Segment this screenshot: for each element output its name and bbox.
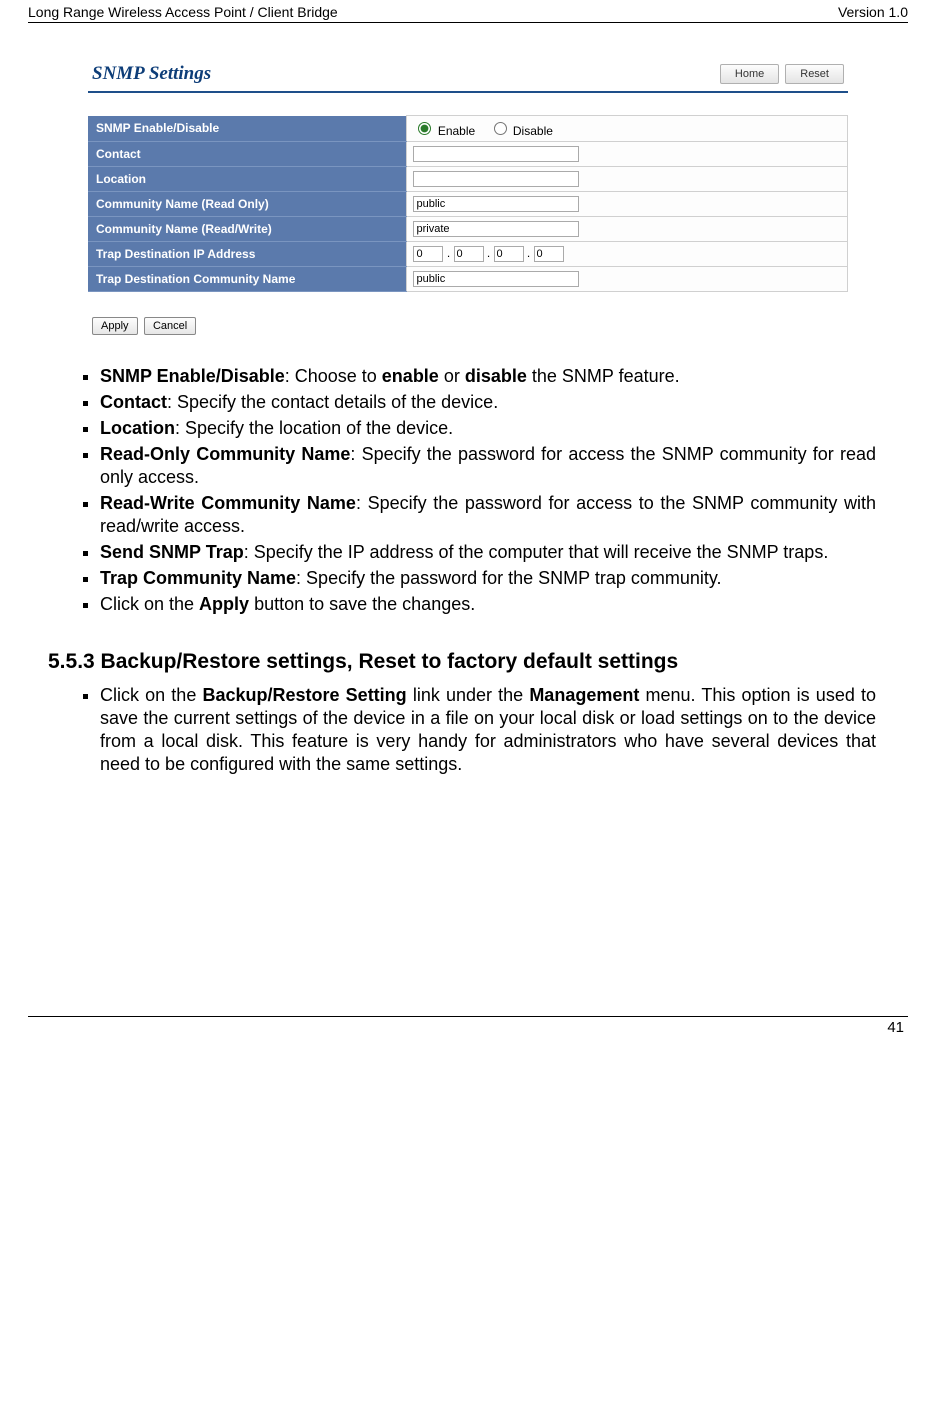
disable-radio[interactable] <box>494 122 507 135</box>
doc-footer: 41 <box>28 1016 908 1046</box>
panel-header-buttons: Home Reset <box>720 64 844 84</box>
row-value-enable: Enable Disable <box>407 116 848 142</box>
community-readwrite-input[interactable] <box>413 221 579 237</box>
list-item: Read-Only Community Name: Specify the pa… <box>100 443 876 489</box>
disable-radio-label: Disable <box>513 124 553 138</box>
list-item: Click on the Backup/Restore Setting link… <box>100 684 876 776</box>
home-button[interactable]: Home <box>720 64 779 84</box>
doc-header: Long Range Wireless Access Point / Clien… <box>28 0 908 23</box>
trap-ip-cell: . . . <box>407 242 848 267</box>
reset-button[interactable]: Reset <box>785 64 844 84</box>
row-label-comm-rw: Community Name (Read/Write) <box>88 217 407 242</box>
enable-radio-label: Enable <box>438 124 475 138</box>
snmp-settings-panel: SNMP Settings Home Reset SNMP Enable/Dis… <box>88 53 848 335</box>
list-item: Read-Write Community Name: Specify the p… <box>100 492 876 538</box>
trap-ip-octet-2[interactable] <box>454 246 484 262</box>
panel-header: SNMP Settings Home Reset <box>88 53 848 93</box>
apply-button[interactable]: Apply <box>92 317 138 335</box>
snmp-settings-table: SNMP Enable/Disable Enable Disable Conta… <box>88 115 848 292</box>
trap-ip-octet-3[interactable] <box>494 246 524 262</box>
row-label-contact: Contact <box>88 142 407 167</box>
location-input[interactable] <box>413 171 579 187</box>
row-label-trap-comm: Trap Destination Community Name <box>88 267 407 292</box>
row-label-enable: SNMP Enable/Disable <box>88 116 407 142</box>
doc-version-right: Version 1.0 <box>838 4 908 20</box>
list-item: Location: Specify the location of the de… <box>100 417 876 440</box>
cancel-button[interactable]: Cancel <box>144 317 196 335</box>
row-label-trap-ip: Trap Destination IP Address <box>88 242 407 267</box>
list-item: Contact: Specify the contact details of … <box>100 391 876 414</box>
panel-action-row: Apply Cancel <box>88 316 848 335</box>
row-label-comm-ro: Community Name (Read Only) <box>88 192 407 217</box>
trap-ip-octet-1[interactable] <box>413 246 443 262</box>
trap-community-input[interactable] <box>413 271 579 287</box>
snmp-doc-list: SNMP Enable/Disable: Choose to enable or… <box>28 365 908 616</box>
section-heading: 5.5.3 Backup/Restore settings, Reset to … <box>48 650 908 674</box>
community-readonly-input[interactable] <box>413 196 579 212</box>
contact-input[interactable] <box>413 146 579 162</box>
doc-title-left: Long Range Wireless Access Point / Clien… <box>28 4 338 20</box>
list-item: Trap Community Name: Specify the passwor… <box>100 567 876 590</box>
row-label-location: Location <box>88 167 407 192</box>
trap-ip-octet-4[interactable] <box>534 246 564 262</box>
backup-restore-list: Click on the Backup/Restore Setting link… <box>28 684 908 776</box>
list-item: Send SNMP Trap: Specify the IP address o… <box>100 541 876 564</box>
page-number: 41 <box>887 1019 904 1036</box>
list-item: SNMP Enable/Disable: Choose to enable or… <box>100 365 876 388</box>
enable-radio[interactable] <box>418 122 431 135</box>
list-item: Click on the Apply button to save the ch… <box>100 593 876 616</box>
panel-title: SNMP Settings <box>92 63 211 85</box>
